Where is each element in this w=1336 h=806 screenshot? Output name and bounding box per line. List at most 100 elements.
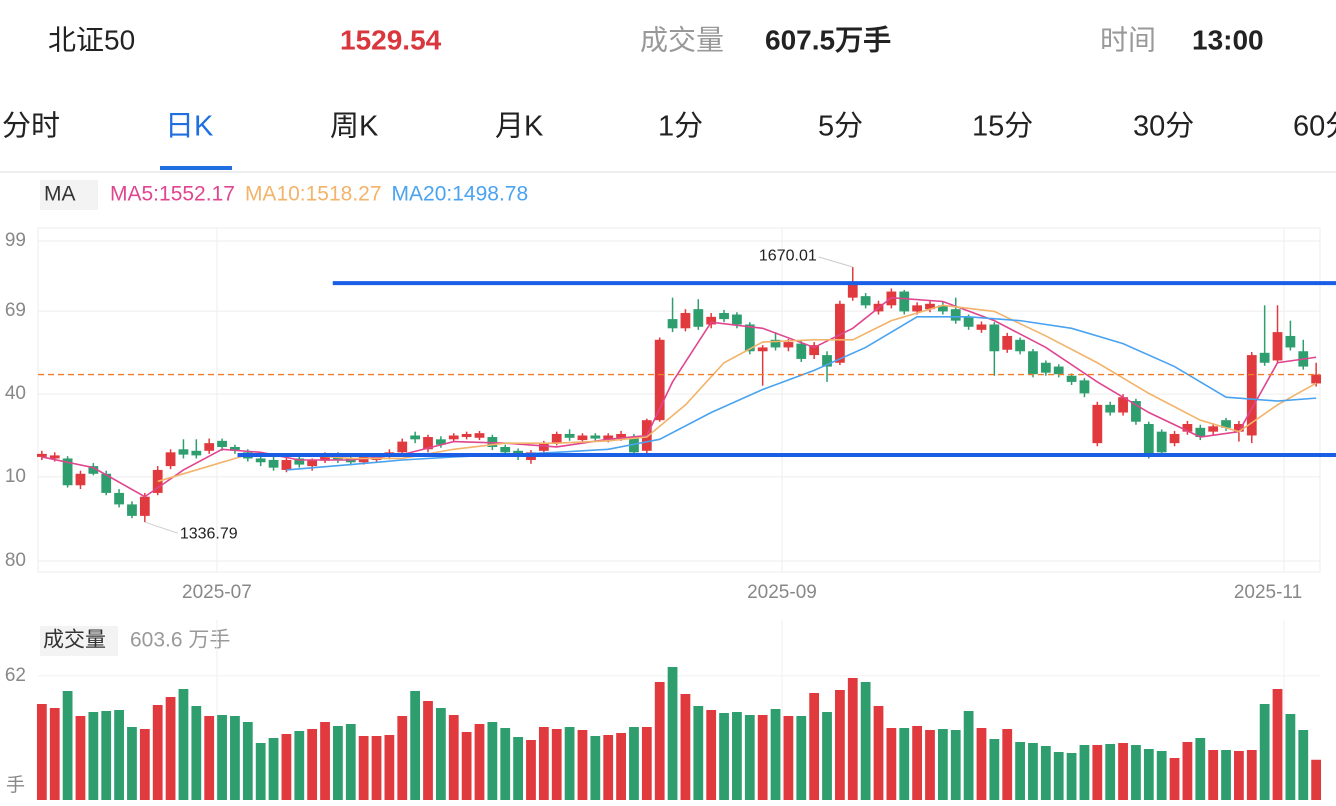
volume-bar <box>62 691 73 800</box>
volume-bar <box>384 735 395 800</box>
tab[interactable]: 分时 <box>2 110 60 143</box>
volume-bar <box>963 711 974 800</box>
tab[interactable]: 1分 <box>658 111 703 143</box>
volume-bar <box>333 726 343 800</box>
volume-bar <box>1053 752 1064 800</box>
candle-body <box>835 303 845 363</box>
legend-entry: MA10:1518.27 <box>245 183 382 206</box>
volume-bar <box>1105 744 1116 800</box>
candle-body <box>474 433 485 438</box>
volume-bar <box>1234 751 1244 800</box>
candle-body <box>165 452 176 467</box>
volume-bar <box>49 708 60 800</box>
candle-body <box>1208 426 1219 432</box>
candle-body <box>500 446 511 453</box>
volume-bar <box>75 716 86 800</box>
candle-body <box>127 504 137 516</box>
volume-bar <box>165 697 176 800</box>
volume-bar <box>912 726 923 800</box>
volume-bar <box>1092 745 1103 800</box>
volume-bar <box>1028 743 1038 800</box>
tab[interactable]: 5分 <box>818 111 863 143</box>
volume-bar <box>603 735 614 800</box>
candle-body <box>1221 420 1231 428</box>
volume-bar <box>423 701 433 800</box>
candle-body <box>912 305 923 312</box>
candle-body <box>989 324 1000 352</box>
volume-bar <box>1169 758 1180 800</box>
candle-body <box>1002 335 1013 350</box>
tab[interactable]: 周K <box>330 111 379 143</box>
candle-body <box>950 309 961 321</box>
legend-entry: MA5:1552.17 <box>110 183 235 206</box>
volume-bar <box>1298 730 1309 800</box>
tab[interactable]: 日K <box>165 111 214 143</box>
volume-bar <box>1066 753 1077 800</box>
candle-body <box>307 459 318 467</box>
tab[interactable]: 15分 <box>972 111 1033 143</box>
volume-bar <box>538 727 549 800</box>
volume-bar <box>101 711 112 800</box>
candle-body <box>268 459 279 468</box>
volume-bar <box>88 712 99 800</box>
volume-bar <box>551 729 562 800</box>
volume-bar <box>358 736 369 800</box>
candle-body <box>461 433 472 438</box>
candle-body <box>783 342 794 348</box>
volume-bar <box>693 706 704 800</box>
volume-subtitle: 603.6 万手 <box>130 629 230 652</box>
candle-body <box>1066 375 1077 382</box>
volume-bar <box>937 729 948 800</box>
volume-bar <box>654 682 665 800</box>
y-tick-label: 10 <box>5 466 26 487</box>
volume-bar <box>1002 729 1013 800</box>
candle-body <box>423 437 433 450</box>
candle-body <box>1092 404 1103 444</box>
tab[interactable]: 30分 <box>1133 111 1194 143</box>
candle-body <box>1195 427 1206 438</box>
volume-bar <box>1311 759 1322 800</box>
volume-bar <box>461 732 472 800</box>
plot-frame <box>37 227 1321 573</box>
volume-bar <box>1221 750 1231 800</box>
y-tick-label: 99 <box>5 230 26 251</box>
candle-body <box>1118 397 1128 413</box>
volume-bar <box>757 715 768 800</box>
candle-body <box>551 433 562 444</box>
x-tick-label: 2025-09 <box>747 582 817 603</box>
volume-box <box>40 626 118 656</box>
volume-bar <box>950 730 961 800</box>
volume-bar <box>281 734 292 800</box>
y-tick-label: 62 <box>5 665 26 686</box>
candle-body <box>1015 339 1025 352</box>
candle-body <box>654 339 665 421</box>
volume-bar <box>1143 749 1154 800</box>
volume-bar <box>886 728 897 800</box>
candle-body <box>191 450 202 456</box>
volume-bar <box>127 727 137 800</box>
candle-body <box>1311 374 1322 384</box>
candle-body <box>1040 362 1051 373</box>
tab[interactable]: 60分 <box>1293 111 1336 143</box>
volume-bar <box>616 733 626 800</box>
candle-body <box>847 282 858 298</box>
candle-body <box>937 305 948 312</box>
volume-bar <box>976 728 987 800</box>
time-label: 时间 <box>1100 24 1156 55</box>
legend-entry: MA20:1498.78 <box>392 183 529 206</box>
candle-body <box>217 440 227 447</box>
volume-bar <box>1208 750 1219 800</box>
tab[interactable]: 月K <box>495 111 544 143</box>
y-tick-label: 40 <box>5 383 26 404</box>
volume-bar <box>320 722 330 800</box>
candle-body <box>281 459 292 470</box>
volume-bar <box>500 728 511 800</box>
candle-body <box>75 473 86 486</box>
volume-bar <box>680 694 691 800</box>
candle-body <box>1156 431 1167 453</box>
volume-unit: 手 <box>6 774 25 796</box>
candle-body <box>1143 424 1154 455</box>
candle-body <box>757 347 768 352</box>
volume-bar <box>1079 745 1090 800</box>
